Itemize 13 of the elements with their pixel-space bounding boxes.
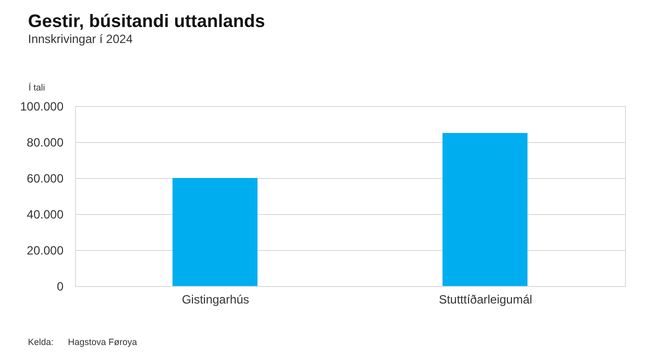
y-tick-label: 40.000: [26, 208, 64, 222]
y-tick-label: 100.000: [20, 100, 64, 114]
x-tick-label: Gistingarhús: [182, 292, 250, 306]
text: Hagstova Føroya: [68, 337, 138, 347]
chart-title: Gestir, búsitandi uttanlands: [28, 11, 266, 31]
y-tick-label: 0: [56, 280, 64, 294]
y-axis-title: Í tali: [28, 82, 46, 92]
x-tick-label: Stutttíðarleigumál: [438, 292, 532, 306]
chart-subtitle: Innskrivingar í 2024: [28, 32, 134, 46]
y-tick-label: 20.000: [26, 244, 64, 258]
text: Kelda:: [28, 337, 54, 347]
y-tick-label: 60.000: [26, 172, 64, 186]
y-tick-label: 80.000: [26, 136, 64, 150]
